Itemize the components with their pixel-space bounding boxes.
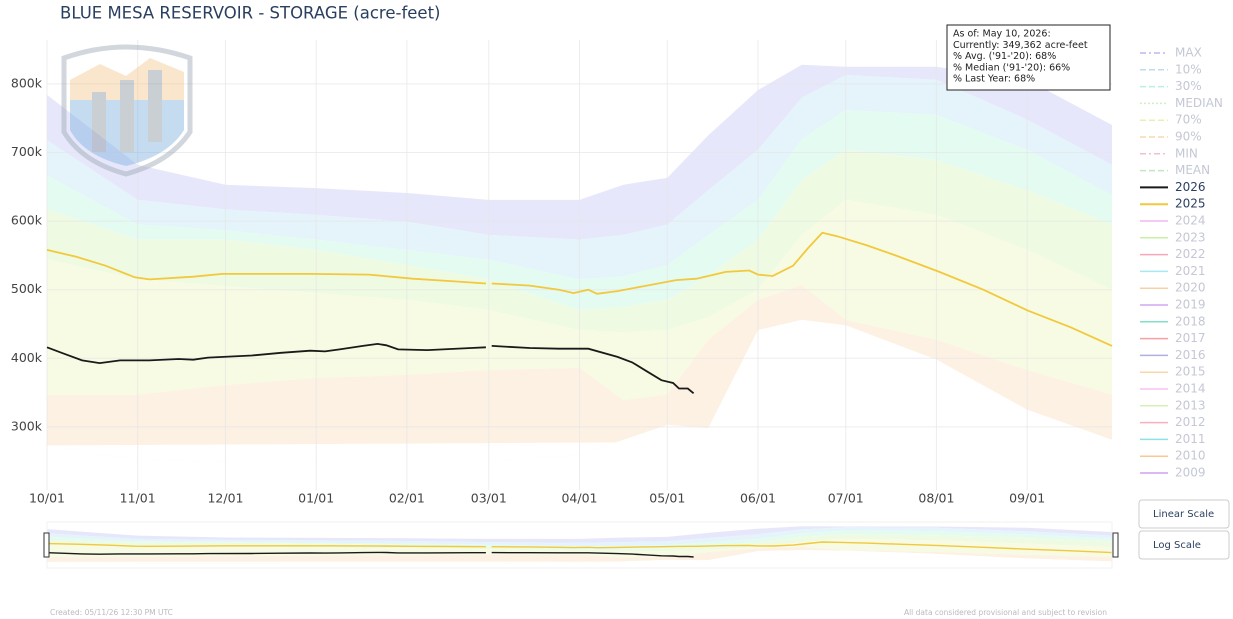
- y-tick-label: 700k: [11, 144, 43, 159]
- series-line: [46, 342, 695, 394]
- legend-label[interactable]: 2012: [1175, 415, 1206, 429]
- legend-label[interactable]: 2026: [1175, 180, 1206, 194]
- slider-handle[interactable]: [1112, 532, 1119, 558]
- legend-label[interactable]: 2020: [1175, 281, 1206, 295]
- info-line: % Last Year: 68%: [953, 74, 1035, 85]
- legend-label[interactable]: 2022: [1175, 247, 1206, 261]
- band-area: [47, 74, 1112, 280]
- series-line: [46, 551, 694, 558]
- band-area: [47, 526, 1112, 543]
- legend-label[interactable]: 2024: [1175, 214, 1206, 228]
- y-tick-label: 400k: [11, 350, 43, 365]
- y-tick-label: 500k: [11, 281, 43, 296]
- x-tick-label: 03/01: [471, 491, 507, 506]
- band-area: [47, 534, 1112, 552]
- legend-label[interactable]: 2015: [1175, 365, 1206, 379]
- y-tick-label: 800k: [11, 75, 43, 90]
- x-tick-label: 12/01: [207, 491, 243, 506]
- legend-label[interactable]: 2023: [1175, 230, 1206, 244]
- legend-label[interactable]: 2016: [1175, 348, 1206, 362]
- plot-area: [46, 40, 1113, 490]
- legend-label[interactable]: 2025: [1175, 197, 1206, 211]
- band-area: [47, 64, 1112, 240]
- legend-label[interactable]: MAX: [1175, 46, 1202, 60]
- range-slider: [43, 521, 1119, 569]
- info-line: % Avg. ('91-'20): 68%: [953, 51, 1056, 62]
- scale-button[interactable]: [1138, 530, 1230, 560]
- legend-label[interactable]: MEDIAN: [1175, 96, 1223, 110]
- legend-label[interactable]: MIN: [1175, 146, 1198, 160]
- legend-label[interactable]: 10%: [1175, 62, 1202, 76]
- slider-handle[interactable]: [43, 532, 50, 558]
- x-tick-label: 05/01: [649, 491, 685, 506]
- info-line: % Median ('91-'20): 66%: [953, 62, 1070, 73]
- x-tick-label: 09/01: [1009, 491, 1045, 506]
- legend-label[interactable]: 2013: [1175, 398, 1206, 412]
- legend-label[interactable]: 2014: [1175, 382, 1206, 396]
- x-tick-label: 06/01: [740, 491, 776, 506]
- legend-label[interactable]: 2009: [1175, 466, 1206, 480]
- scale-button[interactable]: [1138, 499, 1230, 529]
- legend-label[interactable]: 2011: [1175, 432, 1206, 446]
- x-tick-label: 07/01: [828, 491, 864, 506]
- series-line: [46, 231, 1113, 347]
- legend-label[interactable]: 2010: [1175, 449, 1206, 463]
- logo: [61, 44, 193, 177]
- legend-label[interactable]: 30%: [1175, 79, 1202, 93]
- chart-title: BLUE MESA RESERVOIR - STORAGE (acre-feet…: [60, 4, 440, 23]
- x-tick-label: 01/01: [298, 491, 334, 506]
- info-line: Currently: 349,362 acre-feet: [953, 40, 1088, 51]
- legend-label[interactable]: 2017: [1175, 331, 1206, 345]
- legend-label[interactable]: MEAN: [1175, 163, 1210, 177]
- series-line: [46, 541, 1113, 554]
- legend-label[interactable]: 2018: [1175, 314, 1206, 328]
- legend-label[interactable]: 90%: [1175, 130, 1202, 144]
- y-tick-label: 300k: [11, 418, 43, 433]
- x-tick-label: 11/01: [120, 491, 156, 506]
- x-tick-label: 02/01: [389, 491, 425, 506]
- footer-note: All data considered provisional and subj…: [904, 608, 1107, 617]
- x-tick-label: 08/01: [918, 491, 954, 506]
- info-box: [946, 24, 1111, 91]
- x-tick-label: 10/01: [29, 491, 65, 506]
- band-area: [47, 546, 1112, 564]
- legend-label[interactable]: 2019: [1175, 298, 1206, 312]
- scale-button-label[interactable]: Log Scale: [1153, 540, 1201, 551]
- legend-label[interactable]: 70%: [1175, 113, 1202, 127]
- info-line: As of: May 10, 2026:: [953, 29, 1051, 40]
- footer-note: Created: 05/11/26 12:30 PM UTC: [50, 608, 173, 617]
- y-tick-label: 600k: [11, 213, 43, 228]
- scale-button-label[interactable]: Linear Scale: [1153, 509, 1214, 520]
- legend-label[interactable]: 2021: [1175, 264, 1206, 278]
- band-area: [47, 527, 1112, 547]
- band-area: [47, 550, 1112, 564]
- x-tick-label: 04/01: [561, 491, 597, 506]
